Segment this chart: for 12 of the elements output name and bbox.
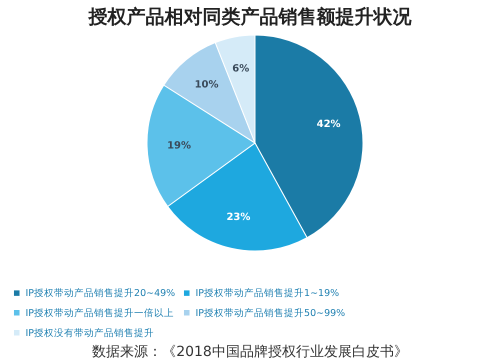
data-label: 10% <box>194 79 219 90</box>
chart-title: 授权产品相对同类产品销售额提升状况 <box>88 6 412 28</box>
data-label: 42% <box>316 119 341 130</box>
legend-label: IP授权带动产品销售提升一倍以上 <box>26 306 174 319</box>
legend-label: IP授权带动产品销售提升20~49% <box>26 287 176 300</box>
legend-label: IP授权没有带动产品销售提升 <box>26 326 154 339</box>
data-label: 19% <box>167 140 192 152</box>
legend-label: IP授权带动产品销售提升50~99% <box>196 306 346 319</box>
data-label: 6% <box>232 63 250 74</box>
data-label: 23% <box>226 212 250 224</box>
legend-label: IP授权带动产品销售提升1~19% <box>196 287 340 300</box>
source-note: 数据来源：《2018中国品牌授权行业发展白皮书》 <box>92 344 408 360</box>
